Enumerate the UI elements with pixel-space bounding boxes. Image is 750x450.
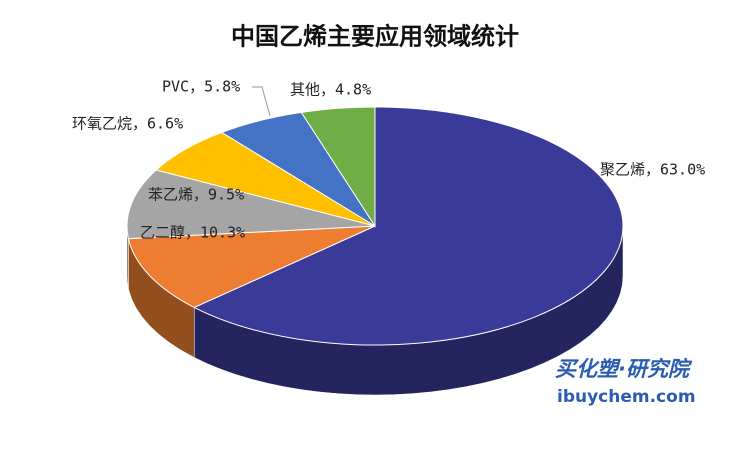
watermark-url: ibuychem.com — [557, 387, 696, 407]
watermark-name: 买化塑·研究院 — [555, 357, 693, 381]
data-label: 其他，4.8% — [290, 81, 371, 99]
slice — [126, 169, 376, 240]
data-label: PVC，5.8% — [162, 78, 240, 96]
chart-title: 中国乙烯主要应用领域统计 — [231, 22, 519, 51]
data-label: 苯乙烯，9.5% — [148, 186, 244, 204]
data-label: 乙二醇，10.3% — [140, 224, 245, 242]
data-label: 环氧乙烷，6.6% — [72, 115, 183, 133]
slice — [127, 225, 376, 309]
slice — [193, 106, 624, 346]
data-label: 聚乙烯，63.0% — [600, 161, 705, 179]
leader-line — [252, 86, 271, 117]
slice — [300, 106, 376, 228]
